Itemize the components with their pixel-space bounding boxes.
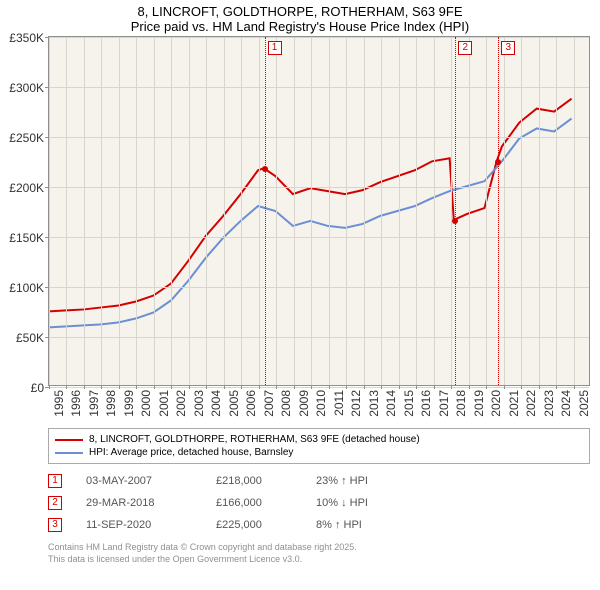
legend-item: HPI: Average price, detached house, Barn… bbox=[55, 446, 583, 459]
x-tick-label: 2014 bbox=[384, 390, 398, 417]
event-marker-line bbox=[498, 37, 499, 385]
y-tick-label: £300K bbox=[9, 81, 44, 95]
event-marker-line bbox=[455, 37, 456, 385]
footer-line2: This data is licensed under the Open Gov… bbox=[48, 554, 590, 566]
chart-lines bbox=[49, 37, 589, 385]
event-price: £218,000 bbox=[216, 475, 316, 487]
event-marker-dot bbox=[495, 159, 501, 165]
x-tick-label: 2024 bbox=[559, 390, 573, 417]
x-tick-label: 1996 bbox=[69, 390, 83, 417]
y-tick-label: £350K bbox=[9, 31, 44, 45]
x-tick-label: 2011 bbox=[332, 390, 346, 416]
x-tick-label: 2006 bbox=[244, 390, 258, 417]
x-tick-label: 2015 bbox=[402, 390, 416, 417]
x-tick-label: 2010 bbox=[314, 390, 328, 417]
chart-container: 8, LINCROFT, GOLDTHORPE, ROTHERHAM, S63 … bbox=[0, 0, 600, 565]
event-marker-badge: 1 bbox=[268, 41, 282, 55]
chart-title-line2: Price paid vs. HM Land Registry's House … bbox=[0, 19, 600, 34]
chart-title-line1: 8, LINCROFT, GOLDTHORPE, ROTHERHAM, S63 … bbox=[0, 4, 600, 19]
y-tick-label: £50K bbox=[16, 331, 44, 345]
event-price: £166,000 bbox=[216, 497, 316, 509]
x-tick-label: 2000 bbox=[139, 390, 153, 417]
x-tick-label: 2009 bbox=[297, 390, 311, 417]
event-date: 03-MAY-2007 bbox=[86, 475, 216, 487]
event-row: 3 11-SEP-2020£225,0008% ↑ HPI bbox=[48, 514, 590, 536]
x-tick-label: 2005 bbox=[227, 390, 241, 417]
events-table: 1 03-MAY-2007£218,00023% ↑ HPI 2 29-MAR-201… bbox=[48, 470, 590, 536]
event-row: 2 29-MAR-2018£166,00010% ↓ HPI bbox=[48, 492, 590, 514]
x-tick-label: 2008 bbox=[279, 390, 293, 417]
legend-item: 8, LINCROFT, GOLDTHORPE, ROTHERHAM, S63 … bbox=[55, 433, 583, 446]
event-marker-badge: 3 bbox=[501, 41, 515, 55]
legend-swatch bbox=[55, 452, 83, 454]
x-tick-label: 1998 bbox=[104, 390, 118, 417]
chart-legend: 8, LINCROFT, GOLDTHORPE, ROTHERHAM, S63 … bbox=[48, 428, 590, 464]
event-price: £225,000 bbox=[216, 519, 316, 531]
x-tick-label: 1999 bbox=[122, 390, 136, 417]
event-delta: 8% ↑ HPI bbox=[316, 519, 396, 531]
x-axis-labels: 19951996 19971998 19992000 20012002 20032004… bbox=[48, 386, 590, 426]
chart-plot-area: 1 2 3 bbox=[48, 36, 590, 386]
event-delta: 23% ↑ HPI bbox=[316, 475, 396, 487]
event-marker-line bbox=[265, 37, 266, 385]
x-tick-label: 2025 bbox=[577, 390, 591, 417]
x-tick-label: 2021 bbox=[507, 390, 521, 417]
x-tick-label: 2013 bbox=[367, 390, 381, 417]
y-axis-labels: £0£50K£100K£150K£200K£250K£300K£350K bbox=[0, 38, 46, 388]
y-tick-label: £150K bbox=[9, 231, 44, 245]
event-date: 11-SEP-2020 bbox=[86, 519, 216, 531]
x-tick-label: 2003 bbox=[192, 390, 206, 417]
x-tick-label: 2019 bbox=[472, 390, 486, 417]
x-tick-label: 2004 bbox=[209, 390, 223, 417]
event-id-box: 1 bbox=[48, 474, 62, 488]
chart-footer: Contains HM Land Registry data © Crown c… bbox=[48, 542, 590, 565]
event-id-box: 2 bbox=[48, 496, 62, 510]
x-tick-label: 2017 bbox=[437, 390, 451, 417]
x-tick-label: 2007 bbox=[262, 390, 276, 417]
footer-line1: Contains HM Land Registry data © Crown c… bbox=[48, 542, 590, 554]
event-marker-dot bbox=[262, 166, 268, 172]
y-tick-label: £200K bbox=[9, 181, 44, 195]
y-tick-label: £250K bbox=[9, 131, 44, 145]
event-date: 29-MAR-2018 bbox=[86, 497, 216, 509]
event-marker-dot bbox=[452, 218, 458, 224]
x-tick-label: 1995 bbox=[52, 390, 66, 417]
x-tick-label: 2023 bbox=[542, 390, 556, 417]
y-tick-label: £0 bbox=[31, 381, 44, 395]
event-marker-badge: 2 bbox=[458, 41, 472, 55]
x-tick-label: 2001 bbox=[157, 390, 171, 417]
legend-label: 8, LINCROFT, GOLDTHORPE, ROTHERHAM, S63 … bbox=[89, 434, 420, 445]
x-tick-label: 2022 bbox=[524, 390, 538, 417]
event-id-box: 3 bbox=[48, 518, 62, 532]
x-tick-label: 2020 bbox=[489, 390, 503, 417]
y-tick-label: £100K bbox=[9, 281, 44, 295]
x-tick-label: 2002 bbox=[174, 390, 188, 417]
event-delta: 10% ↓ HPI bbox=[316, 497, 396, 509]
x-tick-label: 1997 bbox=[87, 390, 101, 417]
x-tick-label: 2012 bbox=[349, 390, 363, 417]
chart-title-block: 8, LINCROFT, GOLDTHORPE, ROTHERHAM, S63 … bbox=[0, 0, 600, 36]
legend-label: HPI: Average price, detached house, Barn… bbox=[89, 447, 293, 458]
legend-swatch bbox=[55, 439, 83, 441]
x-tick-label: 2018 bbox=[454, 390, 468, 417]
x-tick-label: 2016 bbox=[419, 390, 433, 417]
event-row: 1 03-MAY-2007£218,00023% ↑ HPI bbox=[48, 470, 590, 492]
